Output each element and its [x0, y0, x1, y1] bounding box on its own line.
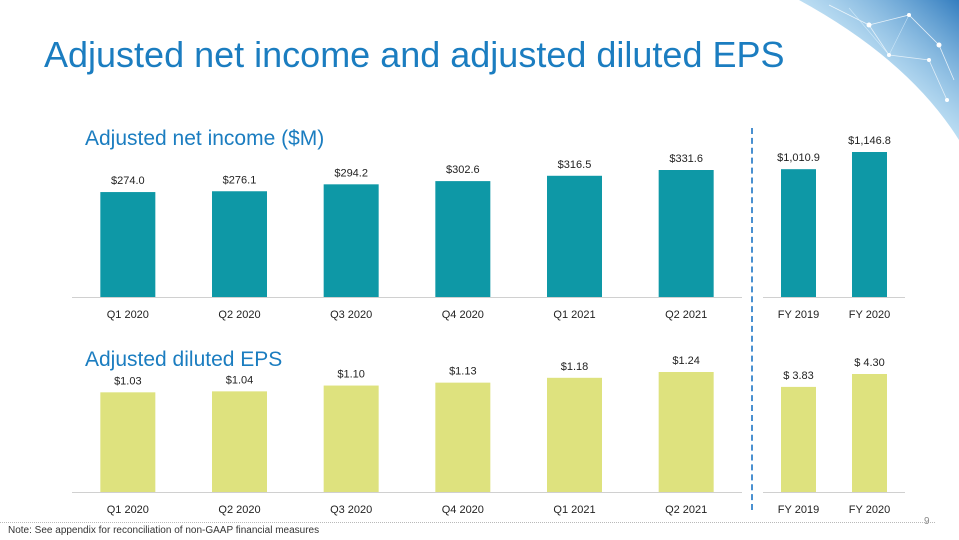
category-label-eps-fy-1: FY 2020: [849, 504, 890, 516]
category-label-eps-q-0: Q1 2020: [107, 504, 149, 516]
bar-income-q-0: [100, 192, 156, 297]
data-label-income-fy-0: $1,010.9: [777, 152, 820, 164]
income-chart-title: Adjusted net income ($M): [85, 127, 325, 150]
page-title: Adjusted net income and adjusted diluted…: [44, 34, 785, 75]
data-label-income-q-3: $302.6: [446, 164, 480, 176]
data-label-income-q-4: $316.5: [558, 159, 592, 171]
bar-income-fy-0: [781, 169, 816, 297]
network-globe-graphic: [799, 0, 959, 140]
bar-eps-q-2: [323, 385, 379, 492]
category-label-income-fy-0: FY 2019: [778, 309, 819, 321]
category-label-income-q-0: Q1 2020: [107, 309, 149, 321]
data-label-income-q-2: $294.2: [334, 167, 368, 179]
data-label-eps-fy-1: $ 4.30: [854, 357, 885, 369]
footer-divider: [0, 522, 935, 523]
category-label-income-q-1: Q2 2020: [218, 309, 260, 321]
category-label-income-q-3: Q4 2020: [442, 309, 484, 321]
bar-income-fy-1: [852, 152, 887, 297]
bar-eps-q-0: [100, 392, 156, 492]
data-label-eps-q-3: $1.13: [449, 366, 477, 378]
category-label-income-q-4: Q1 2021: [553, 309, 595, 321]
category-label-eps-q-1: Q2 2020: [218, 504, 260, 516]
category-label-eps-q-4: Q1 2021: [553, 504, 595, 516]
data-label-eps-q-0: $1.03: [114, 375, 142, 387]
category-label-income-fy-1: FY 2020: [849, 309, 890, 321]
data-label-income-q-5: $331.6: [669, 153, 703, 165]
category-label-eps-q-5: Q2 2021: [665, 504, 707, 516]
page-number: 9: [924, 516, 930, 527]
data-label-eps-q-4: $1.18: [561, 361, 589, 373]
category-label-eps-q-2: Q3 2020: [330, 504, 372, 516]
bar-eps-fy-0: [781, 386, 816, 492]
footnote: Note: See appendix for reconciliation of…: [8, 525, 320, 536]
bar-eps-fy-1: [852, 374, 887, 492]
bar-income-q-1: [212, 191, 267, 297]
category-label-eps-q-3: Q4 2020: [442, 504, 484, 516]
data-label-eps-q-5: $1.24: [672, 355, 700, 367]
category-label-income-q-5: Q2 2021: [665, 309, 707, 321]
data-label-eps-fy-0: $ 3.83: [783, 370, 814, 382]
eps-chart-title: Adjusted diluted EPS: [85, 348, 283, 371]
data-label-income-q-0: $274.0: [111, 175, 145, 187]
data-label-eps-q-2: $1.10: [337, 369, 365, 381]
chart-eps-fy: $ 3.83 FY 2019 $ 4.30 FY 2020: [763, 357, 905, 516]
data-label-income-fy-1: $1,146.8: [848, 135, 891, 147]
section-divider: [751, 128, 753, 510]
bar-eps-q-3: [435, 382, 491, 492]
data-label-income-q-1: $276.1: [223, 174, 257, 186]
bar-income-q-5: [658, 170, 714, 297]
bar-eps-q-1: [212, 391, 267, 492]
bar-income-q-3: [435, 181, 491, 297]
bar-eps-q-5: [658, 372, 714, 492]
bar-income-q-2: [323, 184, 379, 297]
category-label-income-q-2: Q3 2020: [330, 309, 372, 321]
chart-eps-q: $1.03 Q1 2020 $1.04 Q2 2020 $1.10 Q3 2020 $1.1…: [72, 355, 742, 516]
chart-income-q: $274.0 Q1 2020 $276.1 Q2 2020 $294.2 Q3 2020 $…: [72, 153, 742, 321]
chart-income-fy: $1,010.9 FY 2019 $1,146.8 FY 2020: [763, 135, 905, 321]
bar-eps-q-4: [547, 377, 602, 492]
category-label-eps-fy-0: FY 2019: [778, 504, 819, 516]
data-label-eps-q-1: $1.04: [226, 374, 254, 386]
bar-income-q-4: [547, 175, 602, 297]
